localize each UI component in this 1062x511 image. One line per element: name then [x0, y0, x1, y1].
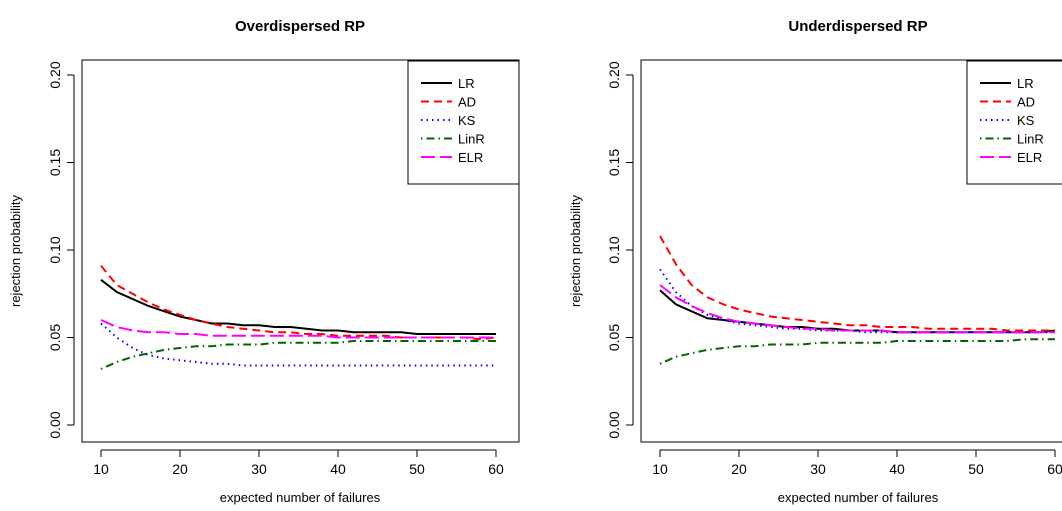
x-tick-label: 60: [488, 461, 504, 477]
x-tick-label: 10: [652, 461, 668, 477]
x-tick-label: 10: [93, 461, 109, 477]
legend-box: [966, 60, 1062, 185]
legend-label-linr: LinR: [1017, 132, 1044, 147]
series-line-linr: [659, 338, 1055, 365]
chart-title: Underdispersed RP: [788, 18, 927, 35]
x-axis-label: expected number of failures: [220, 490, 381, 505]
chart-title: Overdispersed RP: [235, 18, 365, 35]
legend-label-elr: ELR: [458, 150, 483, 165]
x-tick-label: 50: [409, 461, 425, 477]
x-tick-label: 50: [968, 461, 984, 477]
series-line-linr: [100, 340, 496, 370]
x-tick-label: 20: [172, 461, 188, 477]
x-axis-label: expected number of failures: [778, 490, 939, 505]
series-line-elr: [100, 319, 496, 339]
series-line-ad: [100, 265, 497, 341]
panel-overdispersed: Overdispersed RP expected number of fail…: [8, 18, 520, 505]
y-tick-label: 0.05: [47, 324, 63, 351]
x-tick-label: 40: [330, 461, 346, 477]
y-tick-label: 0.20: [606, 61, 622, 88]
legend: LR AD KS LinR ELR: [407, 60, 520, 185]
legend-label-ks: KS: [458, 113, 476, 128]
legend-label-lr: LR: [1017, 76, 1034, 91]
y-tick-label: 0.20: [47, 61, 63, 88]
x-tick-label: 20: [731, 461, 747, 477]
series-line-ad: [659, 235, 1055, 332]
y-tick-label: 0.05: [606, 324, 622, 351]
x-tick-label: 40: [889, 461, 905, 477]
y-axis-label: rejection probability: [8, 195, 23, 308]
panel-underdispersed: Underdispersed RP expected number of fai…: [568, 18, 1062, 505]
x-tick-label: 30: [810, 461, 826, 477]
series-line-ks: [659, 268, 1055, 334]
y-tick-label: 0.00: [47, 411, 63, 438]
plot-frame: [640, 59, 1062, 443]
y-tick-label: 0.15: [47, 149, 63, 176]
y-tick-label: 0.00: [606, 411, 622, 438]
x-tick-label: 60: [1047, 461, 1062, 477]
legend-label-lr: LR: [458, 76, 475, 91]
legend: LR AD KS LinR ELR: [966, 60, 1062, 185]
legend-label-ad: AD: [1017, 95, 1035, 110]
y-tick-label: 0.15: [606, 149, 622, 176]
legend-label-ks: KS: [1017, 113, 1035, 128]
series-line-elr: [659, 284, 1055, 334]
series-line-ks: [100, 322, 496, 367]
legend-label-linr: LinR: [458, 132, 485, 147]
legend-label-ad: AD: [458, 95, 476, 110]
series-line-lr: [100, 279, 496, 335]
y-tick-label: 0.10: [606, 236, 622, 263]
y-tick-label: 0.10: [47, 236, 63, 263]
x-tick-label: 30: [251, 461, 267, 477]
series-line-lr: [659, 289, 1056, 334]
plot-frame: [81, 59, 520, 443]
legend-box: [407, 60, 520, 185]
legend-label-elr: ELR: [1017, 150, 1042, 165]
y-axis-label: rejection probability: [568, 195, 583, 308]
